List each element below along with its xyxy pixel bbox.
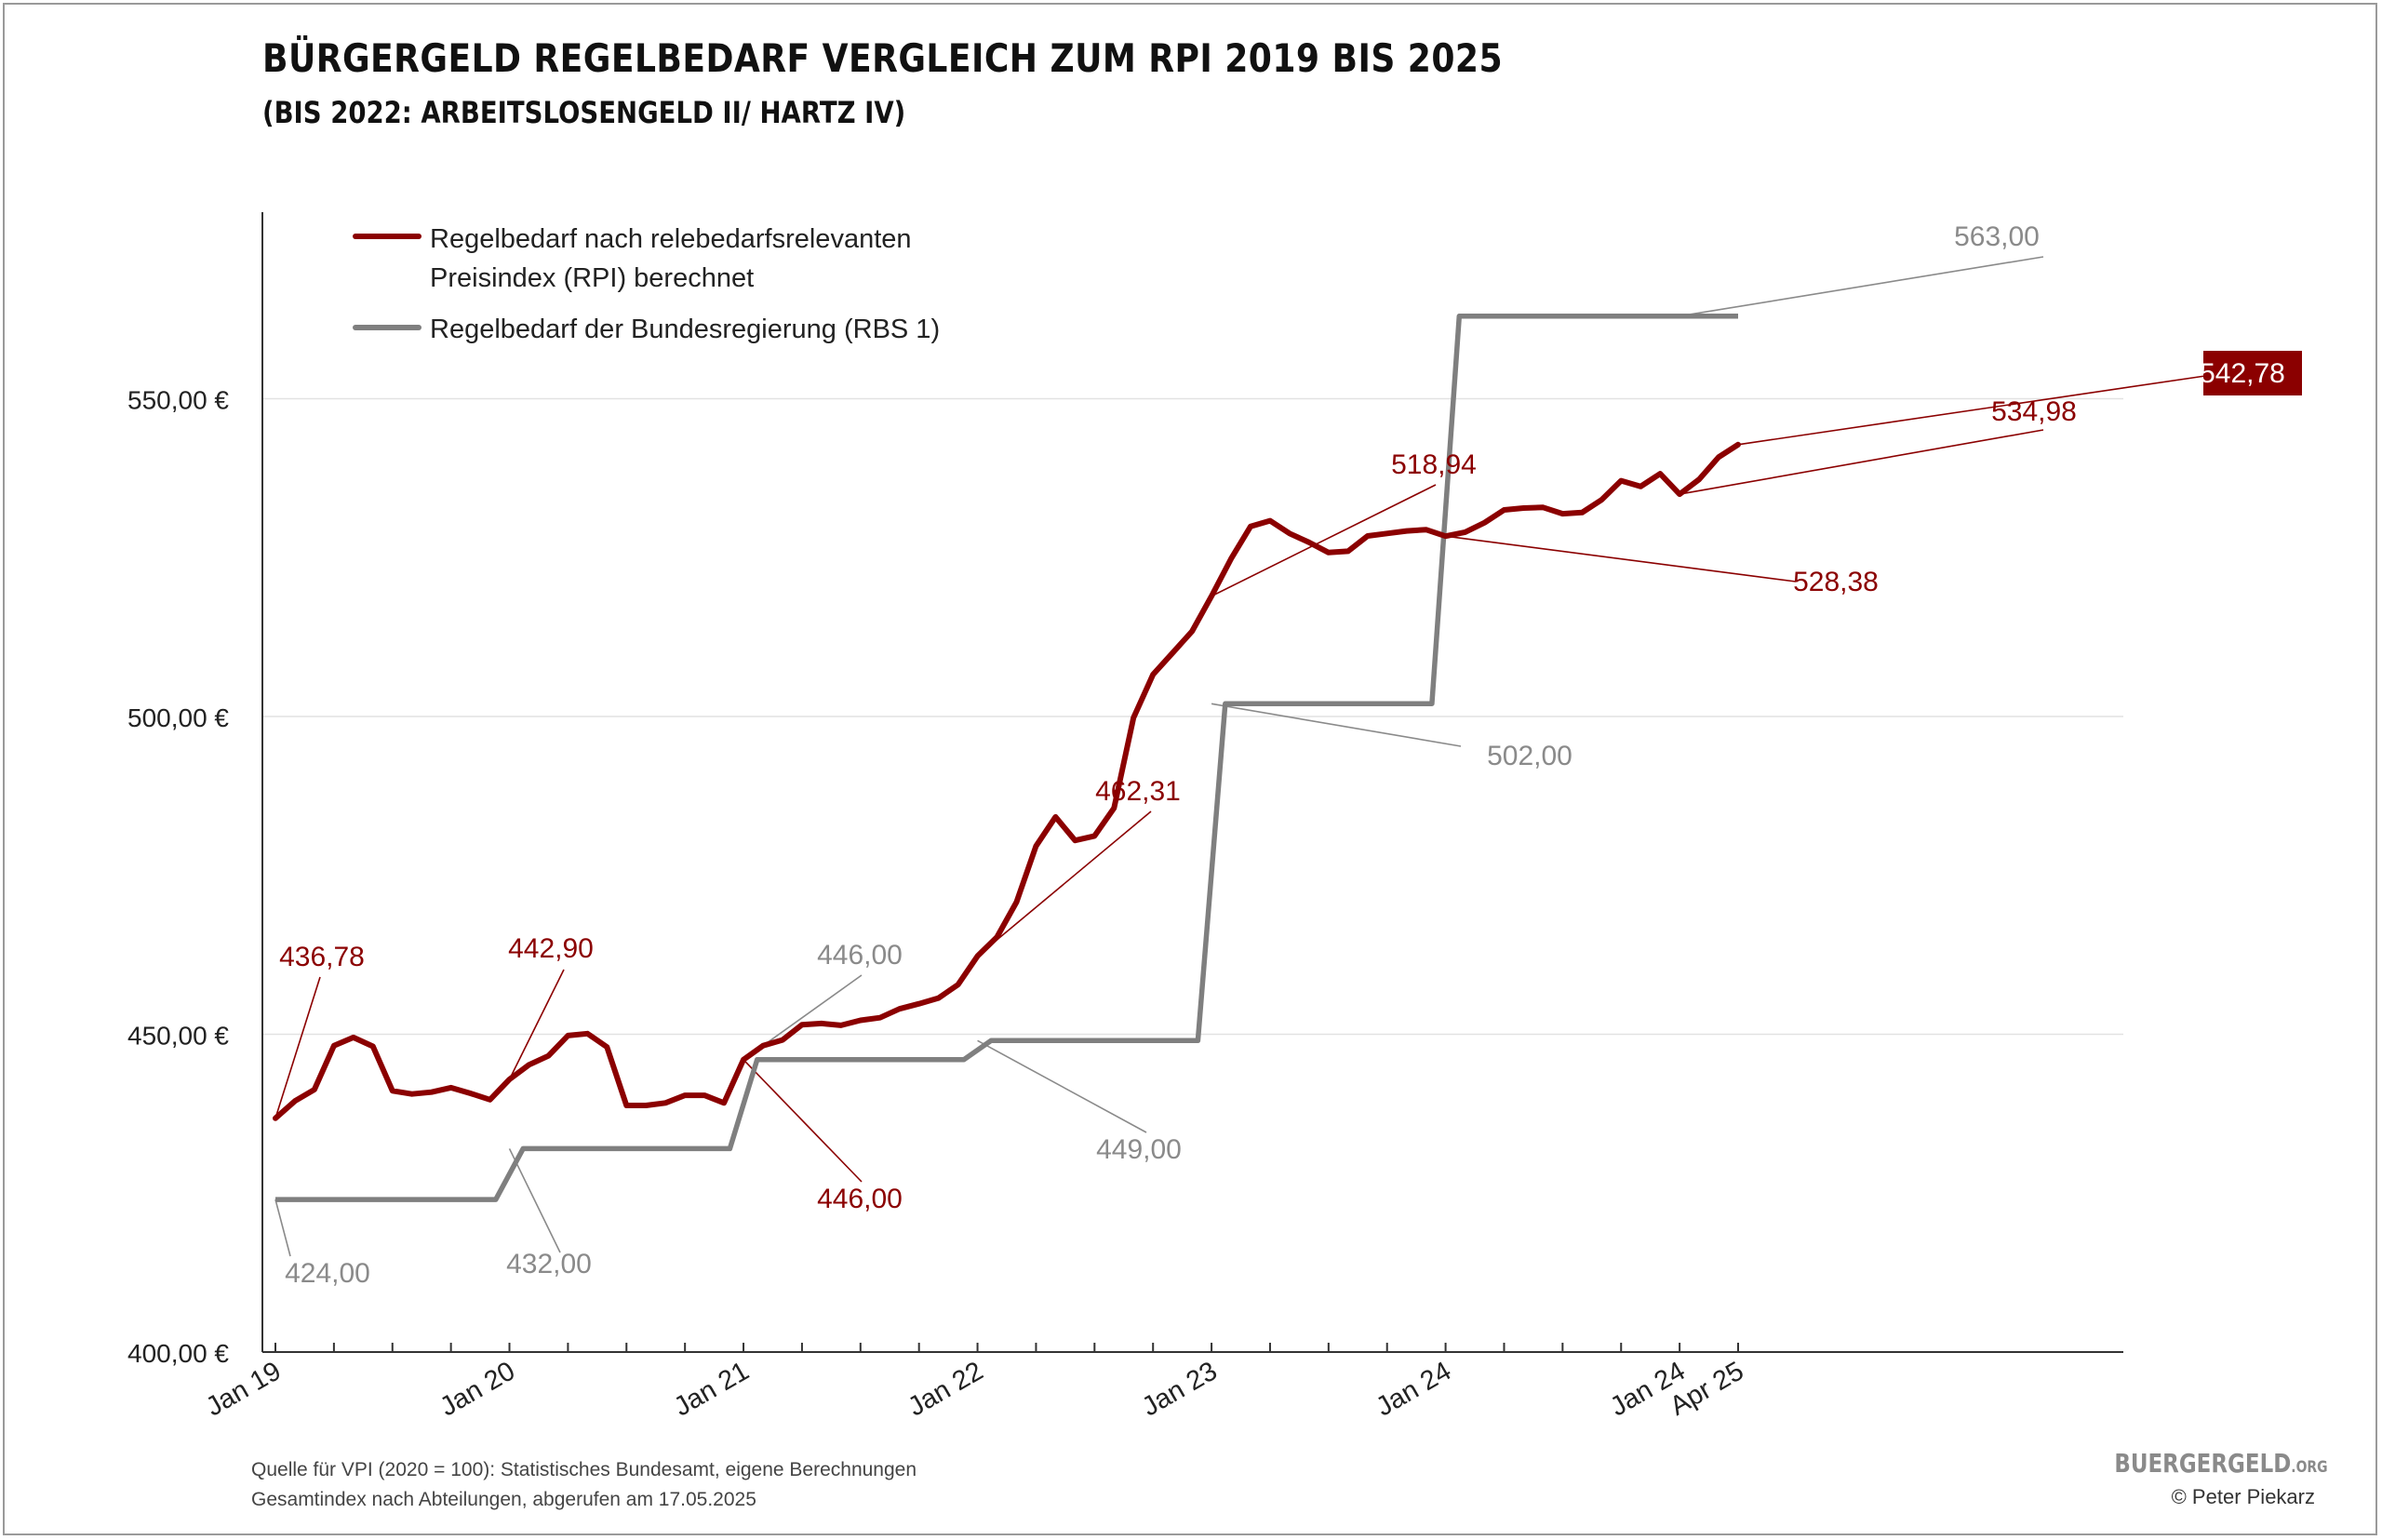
annotation-leader: [274, 1199, 291, 1257]
y-tick-label: 500,00 €: [127, 703, 229, 732]
annotation-leader: [977, 810, 1152, 957]
annotation-box: [2203, 351, 2302, 395]
annotation-leader: [508, 1148, 561, 1253]
x-axis-ticks: Jan 19 Jan 20 Jan 21 Jan 22 Jan 23 Jan 24 Jan …: [201, 1343, 1749, 1423]
annotation-leader: [1679, 429, 2044, 495]
annotation-leader: [1211, 484, 1437, 597]
annotation-label: 446,00: [817, 940, 903, 971]
source-line-2: Gesamtindex nach Abteilungen, abgerufen …: [251, 1489, 756, 1510]
annotation-leader: [508, 969, 565, 1080]
annotation-leader: [1445, 535, 1797, 583]
legend-label-rbs: Regelbedarf der Bundesregierung (RBS 1): [430, 315, 940, 344]
annotation-label: 534,98: [1991, 396, 2077, 427]
annotation-label: 446,00: [817, 1184, 903, 1214]
legend-label-rpi: Regelbedarf nach relebedarfsrelevanten: [430, 224, 912, 254]
y-tick-label: 550,00 €: [127, 386, 229, 415]
annotation-label: 563,00: [1954, 221, 2040, 252]
annotation-label: 432,00: [506, 1249, 592, 1279]
x-tick-label: Jan 20: [435, 1356, 520, 1422]
x-tick-label: Jan 22: [903, 1356, 988, 1422]
series-line-rbs: [275, 313, 1738, 1202]
annotation-leader: [1737, 375, 2206, 446]
chart-title: BÜRGERGELD REGELBEDARF VERGLEICH ZUM RPI…: [262, 35, 1504, 81]
annotation-leader: [743, 1059, 863, 1183]
legend-label-rpi: Preisindex (RPI) berechnet: [430, 263, 754, 293]
brand-main: BUERGERGELD: [2114, 1448, 2292, 1479]
annotation-label: 449,00: [1096, 1134, 1182, 1165]
annotation-label: 436,78: [279, 942, 365, 972]
annotation-label: 442,90: [508, 933, 594, 964]
annotation-leader: [274, 976, 321, 1119]
annotation-leader: [1679, 256, 2044, 317]
brand-logo: BUERGERGELD.ORG: [2115, 1448, 2328, 1479]
brand-tld: .ORG: [2291, 1458, 2328, 1477]
y-tick-label: 450,00 €: [127, 1022, 229, 1051]
series-lines: [273, 313, 1741, 1202]
source-line-1: Quelle für VPI (2020 = 100): Statistisch…: [251, 1459, 917, 1480]
x-tick-label: Jan 21: [669, 1356, 754, 1422]
series-line-rpi: [273, 441, 1741, 1121]
annotation-label: 528,38: [1793, 567, 1879, 597]
annotation-labels: 436,78 442,90 446,00 462,31 518,94 528,38 534,…: [279, 221, 2302, 1289]
annotation-label: 462,31: [1095, 776, 1181, 807]
chart-frame: [3, 3, 2377, 1535]
y-tick-label: 400,00 €: [127, 1339, 229, 1368]
x-tick-label: Jan 24: [1372, 1356, 1456, 1422]
annotation-label: 518,94: [1391, 449, 1477, 480]
annotation-leader: [1211, 703, 1462, 747]
y-axis-ticks: 400,00 € 450,00 € 500,00 € 550,00 €: [127, 386, 229, 1369]
legend: Regelbedarf nach relebedarfsrelevanten Pr…: [353, 224, 940, 344]
annotation-leaders: [274, 256, 2206, 1257]
x-tick-label: Jan 23: [1137, 1356, 1222, 1422]
chart-subtitle: (BIS 2022: ARBEITSLOSENGELD II/ HARTZ IV…: [262, 95, 906, 130]
annotation-leader: [977, 1039, 1147, 1133]
annotation-label: 502,00: [1487, 741, 1572, 771]
axes: [261, 212, 2123, 1353]
annotation-label: 542,78: [2200, 358, 2285, 389]
annotation-label: 424,00: [285, 1258, 370, 1289]
copyright: © Peter Piekarz: [2171, 1485, 2315, 1508]
